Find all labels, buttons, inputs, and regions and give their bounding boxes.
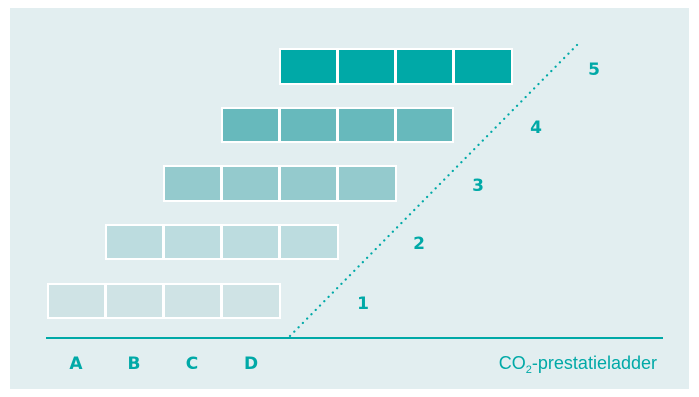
level-5-block-d: [453, 48, 513, 85]
category-label-b: B: [128, 354, 141, 374]
level-label-2: 2: [413, 234, 425, 254]
level-1-block-a: [47, 283, 106, 319]
level-label-4: 4: [530, 118, 542, 138]
level-1-block-d: [221, 283, 281, 319]
level-2-block-a: [105, 224, 164, 260]
level-4-block-c: [337, 107, 396, 143]
ladder-title: CO2-prestatieladder: [499, 353, 657, 376]
level-4-block-a: [221, 107, 280, 143]
level-4-row: [221, 107, 454, 143]
category-label-d: D: [244, 354, 258, 374]
level-5-block-c: [395, 48, 454, 85]
ladder-title-prefix: CO: [499, 353, 526, 373]
category-label-a: A: [69, 354, 83, 374]
level-label-3: 3: [472, 176, 484, 196]
level-3-row: [163, 165, 397, 202]
level-5-row: [279, 48, 513, 85]
level-label-5: 5: [588, 60, 600, 80]
level-5-block-b: [337, 48, 396, 85]
ladder-title-subscript: 2: [526, 364, 532, 376]
level-2-block-c: [221, 224, 280, 260]
level-1-block-b: [105, 283, 164, 319]
level-2-block-b: [163, 224, 222, 260]
category-label-c: C: [186, 354, 198, 374]
level-2-block-d: [279, 224, 339, 260]
level-5-block-a: [279, 48, 338, 85]
level-4-block-b: [279, 107, 338, 143]
level-3-block-c: [279, 165, 338, 202]
ladder-diagonal-line: [288, 43, 579, 338]
level-1-block-c: [163, 283, 222, 319]
level-2-row: [105, 224, 339, 260]
level-3-block-d: [337, 165, 397, 202]
level-label-1: 1: [357, 294, 369, 314]
level-4-block-d: [395, 107, 454, 143]
level-1-row: [47, 283, 281, 319]
level-3-block-a: [163, 165, 222, 202]
level-3-block-b: [221, 165, 280, 202]
ladder-title-suffix: -prestatieladder: [532, 353, 657, 373]
